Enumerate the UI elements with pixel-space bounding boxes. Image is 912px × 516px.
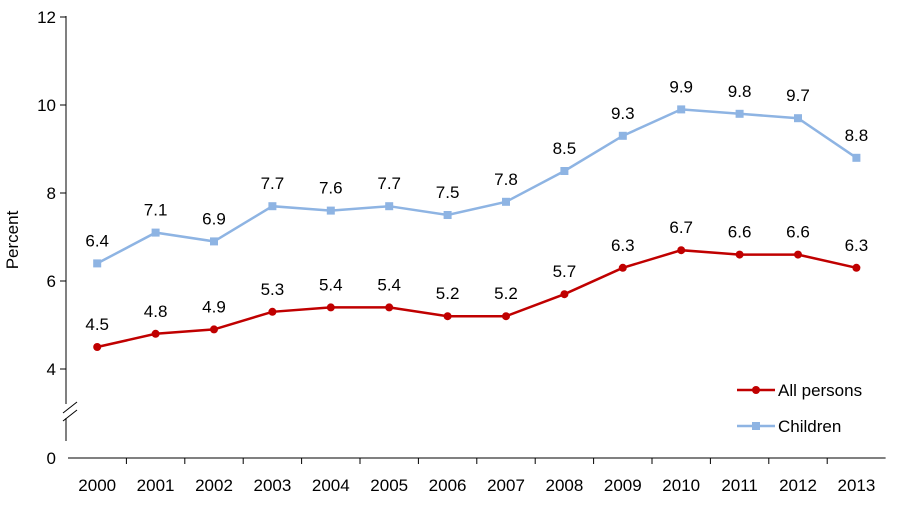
- data-point: [735, 109, 744, 118]
- data-point: [151, 228, 160, 237]
- data-point: [618, 263, 627, 272]
- legend-label: All persons: [778, 381, 862, 400]
- data-point: [151, 329, 160, 338]
- data-label: 6.3: [611, 236, 635, 255]
- data-point: [735, 250, 744, 259]
- data-point: [93, 259, 102, 268]
- data-label: 7.7: [377, 174, 401, 193]
- data-label: 4.9: [202, 297, 226, 316]
- data-label: 5.7: [553, 262, 577, 281]
- data-label: 9.8: [728, 82, 752, 101]
- x-tick-label: 2002: [195, 476, 233, 495]
- data-point: [268, 307, 277, 316]
- data-label: 6.3: [845, 236, 869, 255]
- x-tick-label: 2003: [253, 476, 291, 495]
- data-label: 8.5: [553, 139, 577, 158]
- data-point: [326, 303, 335, 312]
- data-label: 9.7: [786, 86, 810, 105]
- data-point: [618, 131, 627, 140]
- x-tick-label: 2007: [487, 476, 525, 495]
- data-label: 6.7: [669, 218, 693, 237]
- data-label: 5.2: [436, 284, 460, 303]
- data-label: 5.3: [261, 280, 285, 299]
- legend-marker: [752, 386, 760, 394]
- data-label: 7.7: [261, 174, 285, 193]
- legend-marker: [752, 422, 760, 430]
- x-tick-label: 2012: [779, 476, 817, 495]
- data-point: [560, 290, 569, 299]
- y-axis-label: Percent: [3, 210, 22, 269]
- data-label: 7.6: [319, 179, 343, 198]
- y-tick-label: 4: [47, 360, 56, 379]
- data-point: [794, 250, 802, 259]
- data-point: [268, 202, 277, 211]
- x-tick-label: 2008: [545, 476, 583, 495]
- data-point: [677, 246, 686, 255]
- y-tick-label: 8: [47, 184, 56, 203]
- axis-break-mark: [62, 401, 78, 414]
- data-label: 9.9: [669, 77, 693, 96]
- data-point: [502, 197, 510, 206]
- data-label: 4.8: [144, 302, 168, 321]
- series-line-children: [96, 108, 858, 265]
- axis-break-mark: [62, 409, 78, 422]
- x-tick-label: 2004: [312, 476, 350, 495]
- x-tick-label: 2011: [721, 476, 758, 495]
- y-tick-label: 10: [37, 96, 56, 115]
- x-tick-label: 2013: [837, 476, 875, 495]
- data-label: 7.5: [436, 183, 460, 202]
- data-point: [852, 263, 861, 272]
- x-tick-label: 2005: [370, 476, 408, 495]
- data-label: 4.5: [85, 315, 109, 334]
- data-point: [852, 153, 861, 162]
- data-point: [210, 237, 218, 246]
- data-point: [794, 114, 802, 123]
- data-label: 7.8: [494, 170, 518, 189]
- data-point: [385, 303, 394, 312]
- data-label: 6.6: [728, 223, 752, 242]
- data-label: 5.2: [494, 284, 518, 303]
- data-point: [502, 312, 510, 321]
- data-label: 6.4: [85, 231, 109, 250]
- data-point: [93, 343, 102, 351]
- x-tick-label: 2000: [78, 476, 116, 495]
- x-tick-label: 2009: [604, 476, 642, 495]
- data-point: [560, 167, 569, 175]
- data-point: [326, 206, 335, 215]
- data-label: 7.1: [144, 201, 168, 220]
- data-point: [443, 211, 452, 219]
- legend-label: Children: [778, 417, 841, 436]
- data-point: [385, 202, 394, 211]
- data-label: 6.9: [202, 209, 226, 228]
- data-label: 9.3: [611, 104, 635, 123]
- y-tick-label: 12: [37, 8, 56, 27]
- x-tick-label: 2001: [137, 476, 175, 495]
- x-tick-label: 2006: [429, 476, 467, 495]
- data-label: 5.4: [377, 275, 401, 294]
- y-tick-label: 6: [47, 272, 56, 291]
- x-tick-label: 2010: [662, 476, 700, 495]
- data-label: 5.4: [319, 275, 343, 294]
- data-point: [677, 105, 686, 114]
- data-point: [210, 325, 218, 334]
- data-point: [443, 312, 452, 321]
- data-label: 6.6: [786, 223, 810, 242]
- series-line-all-persons: [96, 248, 857, 349]
- data-label: 8.8: [845, 126, 869, 145]
- y-tick-label: 0: [47, 449, 56, 468]
